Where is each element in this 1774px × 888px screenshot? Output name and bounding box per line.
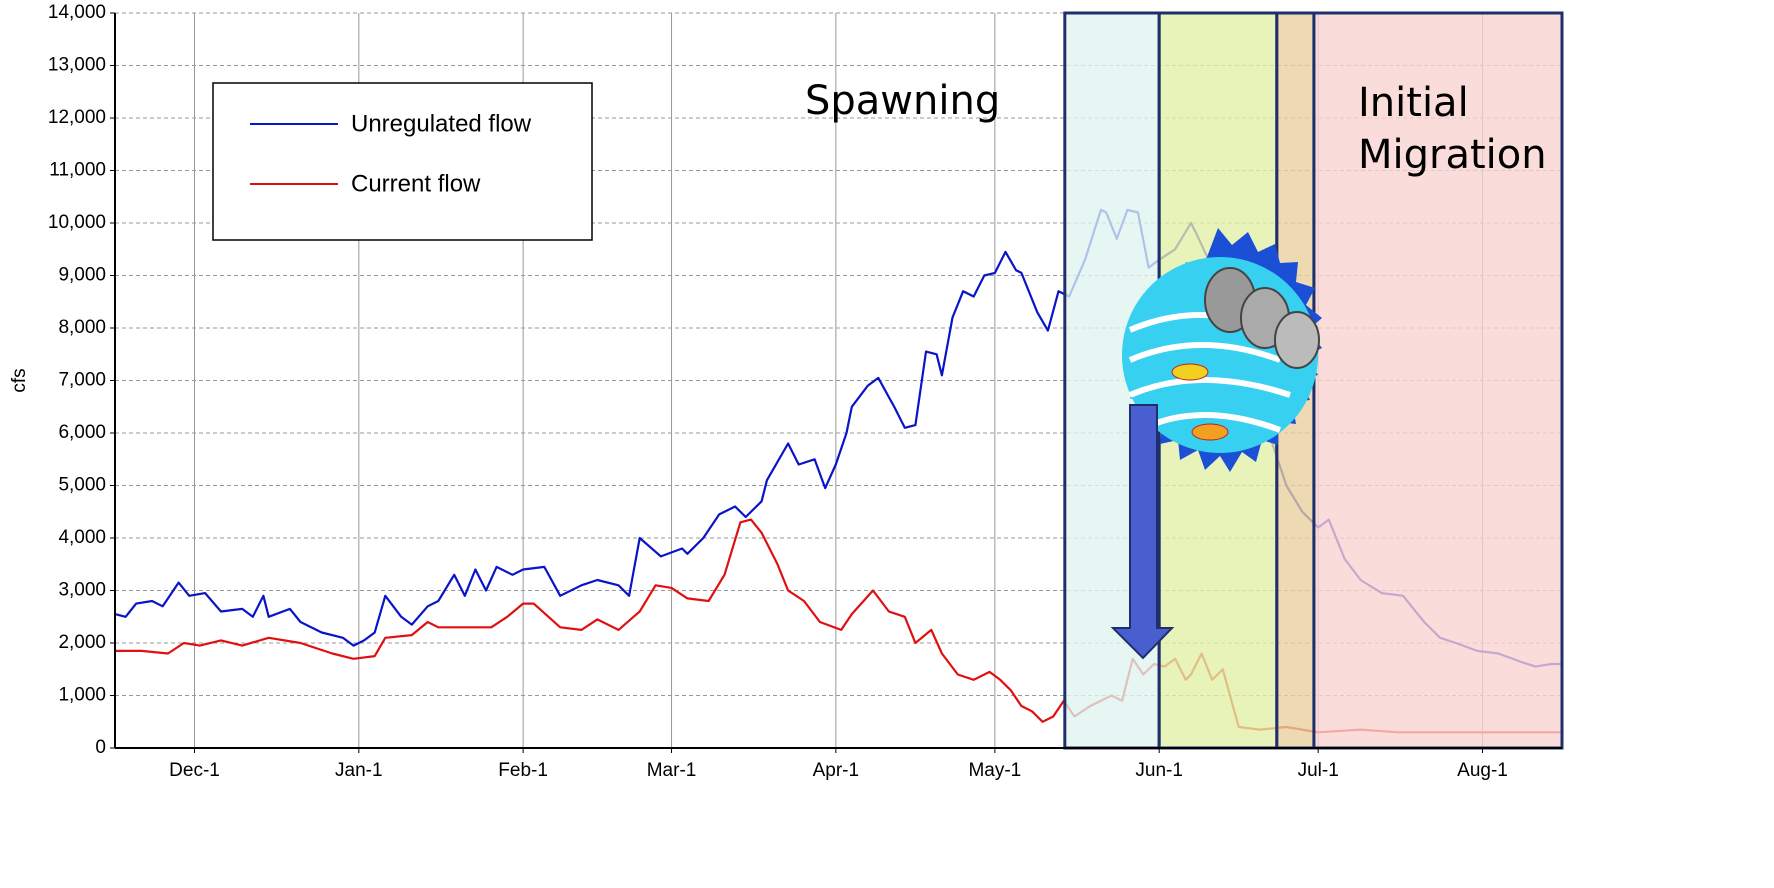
x-tick-label: Dec-1 [169, 760, 220, 781]
y-tick-label: 12,000 [48, 107, 106, 128]
legend: Unregulated flow Current flow [213, 83, 592, 240]
y-tick-label: 9,000 [58, 265, 106, 286]
legend-label: Current flow [351, 170, 481, 197]
x-tick-label: Aug-1 [1457, 760, 1508, 781]
y-tick-label: 4,000 [58, 527, 106, 548]
x-tick-label: Jul-1 [1298, 760, 1339, 781]
clip-art-fish [1172, 364, 1208, 380]
chart: Spawning Initial Migration 0 1,000 2,000 3,00… [0, 0, 1774, 888]
y-tick-label: 13,000 [48, 55, 106, 76]
clip-art-fish [1192, 424, 1228, 440]
y-tick-label: 1,000 [58, 685, 106, 706]
y-tick-label: 11,000 [49, 160, 106, 181]
y-tick-label: 6,000 [58, 422, 106, 443]
x-tick-label: Jan-1 [335, 760, 383, 781]
x-tick-label: Mar-1 [647, 760, 697, 781]
y-tick-label: 5,000 [58, 475, 106, 496]
page: {"chart_data": { "type": "line", "y_labe… [0, 0, 1774, 888]
x-tick-label: May-1 [968, 760, 1021, 781]
y-tick-label: 14,000 [48, 2, 106, 23]
y-tick-label: 2,000 [58, 632, 106, 653]
x-tick-label: Apr-1 [813, 760, 859, 781]
legend-label: Unregulated flow [351, 110, 532, 137]
y-tick-label: 7,000 [58, 370, 106, 391]
legend-box [213, 83, 592, 240]
y-tick-label: 8,000 [58, 317, 106, 338]
x-tick-label: Jun-1 [1135, 760, 1183, 781]
y-tick-label: 0 [95, 737, 106, 758]
y-axis-label: cfs [9, 368, 30, 392]
annotation: Initial [1358, 80, 1469, 126]
annotation: Migration [1358, 132, 1547, 178]
y-tick-label: 10,000 [48, 212, 106, 233]
clip-art-pipe [1275, 312, 1319, 368]
annotation: Spawning [805, 78, 1000, 124]
y-tick-label: 3,000 [58, 580, 106, 601]
x-tick-label: Feb-1 [498, 760, 548, 781]
